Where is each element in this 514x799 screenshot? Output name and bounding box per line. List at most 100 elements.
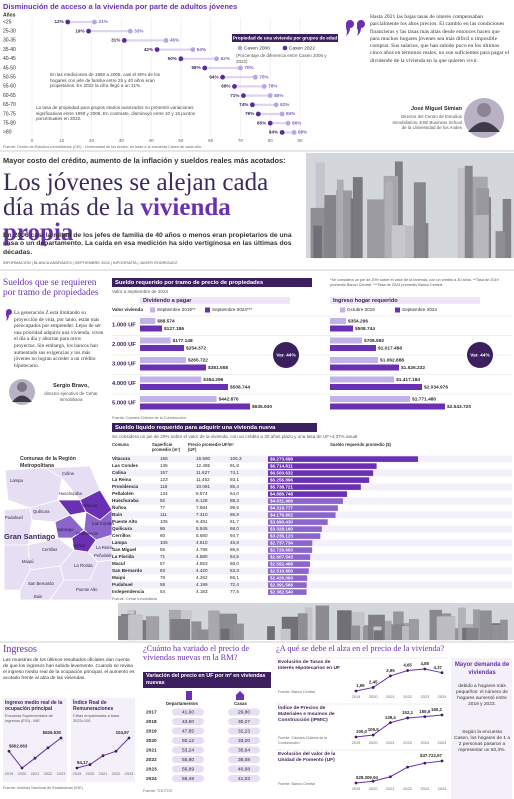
category-label: 30-35 xyxy=(3,38,16,44)
table-cell: 45,8 xyxy=(230,540,239,545)
map-label: Maipú xyxy=(22,559,34,564)
bar xyxy=(140,318,156,324)
value-label: $2.729.693 xyxy=(270,547,293,552)
value-label: $2.034.976 xyxy=(424,384,448,390)
table-cell: 67 xyxy=(160,561,166,566)
value-label: $1.017.488 xyxy=(378,345,402,351)
value-label: 31% xyxy=(111,38,120,43)
bar xyxy=(330,364,399,371)
x-tick-label: 2024 xyxy=(438,786,447,791)
building xyxy=(457,607,466,641)
table-cell: 64,0 xyxy=(230,491,239,496)
dot xyxy=(65,19,71,25)
table-cell: La Reina xyxy=(112,477,132,482)
icon-house xyxy=(236,691,244,700)
value-label: $4.631.906 xyxy=(270,498,293,503)
table-cell: 4.183 xyxy=(196,589,208,594)
value-label: $2.543.720 xyxy=(447,404,471,410)
x-tick-label: 2019 xyxy=(5,771,14,776)
building xyxy=(391,225,406,259)
legend-label: Casen 2006 xyxy=(244,45,270,51)
value-label: $626.530 xyxy=(43,730,62,735)
table-cell: 8.128 xyxy=(196,498,208,503)
table-title: Sueldo líquido requerido para adquirir u… xyxy=(115,425,276,431)
x-tick-label: 90 xyxy=(297,138,303,143)
portrait-head xyxy=(477,103,491,117)
value-label: $6.256.896 xyxy=(270,477,293,482)
table-cell: 7.584 xyxy=(196,505,208,510)
cell-pill xyxy=(228,775,260,782)
value-label: $5.738.721 xyxy=(270,484,293,489)
x-tick-label: 2023 xyxy=(420,740,429,745)
dot xyxy=(252,74,258,80)
map-label: Providencia xyxy=(76,531,99,536)
table-cell: 106,3 xyxy=(230,456,242,461)
legend-swatch xyxy=(282,45,288,51)
x-tick-label: 2020 xyxy=(18,771,27,776)
table-cell: Ñuñoa xyxy=(112,504,127,510)
x-tick-label: 2023 xyxy=(125,771,134,776)
bar xyxy=(268,554,311,560)
map-label: Colina xyxy=(62,471,75,476)
building xyxy=(373,630,383,641)
chart-note: La tasa de propiedad para grupos etarios… xyxy=(36,105,196,122)
group-header xyxy=(330,297,480,304)
category-label: 55-60 xyxy=(3,84,16,90)
table-cell: Quilicura xyxy=(112,526,132,531)
bar xyxy=(268,463,377,469)
map-label: Las Condes xyxy=(92,521,114,526)
table-cell: 157 xyxy=(160,470,168,475)
value-label: 84% xyxy=(269,130,278,135)
variation-badge xyxy=(467,342,493,368)
chart-panel xyxy=(71,698,135,782)
map-label: Ñuñoa xyxy=(73,543,86,548)
table-cell: 61,7 xyxy=(230,519,239,524)
building xyxy=(495,231,506,259)
bar xyxy=(330,337,363,344)
x-tick-label: 10 xyxy=(59,138,65,143)
point xyxy=(33,756,37,760)
table-cell: 4.796 xyxy=(196,547,208,552)
table-cell: 47,85 xyxy=(182,728,194,734)
x-tick-label: 2022 xyxy=(403,786,412,791)
building xyxy=(220,628,230,641)
table-cell: 85,4 xyxy=(230,484,239,489)
legend-box xyxy=(232,34,338,42)
value-label: 19% xyxy=(75,28,84,33)
value-label: $254.372 xyxy=(186,345,206,351)
cell-pill xyxy=(172,756,204,763)
value-label: 160,2 xyxy=(431,707,443,712)
table-cell: 8.574 xyxy=(196,491,208,496)
x-tick-label: 2021 xyxy=(99,771,108,776)
table-title: Sueldo requerido por tramo de precio de … xyxy=(115,280,263,286)
headline-text: Los jóvenes se alejan cada día más de la xyxy=(3,169,269,221)
row-label: 2017 xyxy=(146,709,157,715)
table-cell: 33,20 xyxy=(238,738,250,744)
x-tick-label: 2022 xyxy=(403,694,412,699)
table-cell: Colina xyxy=(112,470,126,475)
table-cell: 6.481 xyxy=(196,519,208,524)
quote-mark xyxy=(6,309,12,321)
quote-mark xyxy=(346,20,365,36)
table-cell: 30,27 xyxy=(238,719,250,725)
building xyxy=(305,607,313,641)
column-label: Comuna xyxy=(112,442,129,447)
quote-text: La generación Z está limitando su proyec… xyxy=(14,310,104,369)
x-tick-label: 0 xyxy=(31,138,34,143)
point xyxy=(440,671,444,675)
x-tick-label: 2023 xyxy=(420,786,429,791)
row-label: 3.000 UF xyxy=(112,362,136,368)
bar xyxy=(268,505,338,511)
category-label: 35-40 xyxy=(3,47,16,53)
building xyxy=(267,626,275,641)
table-cell: 53,24 xyxy=(182,747,194,753)
value-label: $508.744 xyxy=(230,384,250,390)
section-title: Ingresos xyxy=(3,644,37,655)
cell-pill xyxy=(172,727,204,735)
point xyxy=(389,775,392,779)
portrait-body xyxy=(468,122,500,132)
table-cell: 88,3 xyxy=(230,498,239,503)
source: Fuente: Cámara Chilena de la Construcció… xyxy=(112,416,186,420)
category-label: >80 xyxy=(3,130,12,136)
row-band xyxy=(112,567,512,575)
